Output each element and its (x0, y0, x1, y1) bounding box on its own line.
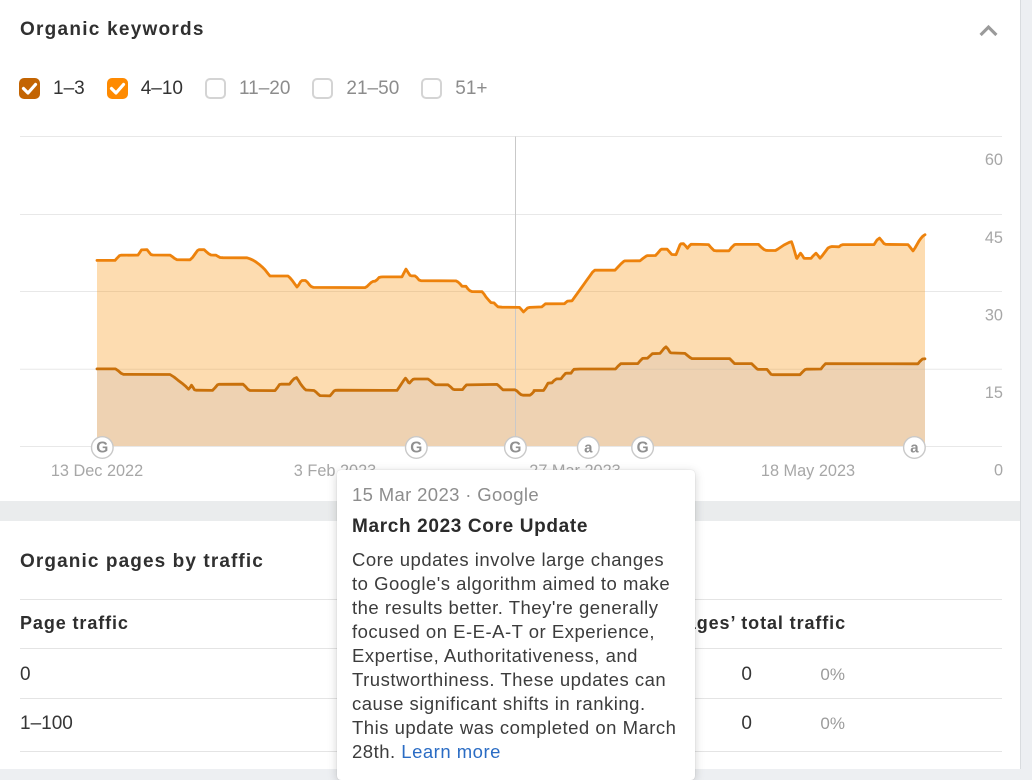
svg-text:18 May 2023: 18 May 2023 (761, 462, 855, 480)
svg-text:0: 0 (994, 461, 1003, 479)
svg-text:60: 60 (985, 151, 1003, 169)
svg-text:G: G (410, 440, 422, 457)
svg-text:a: a (584, 440, 593, 457)
svg-text:15: 15 (985, 384, 1003, 402)
svg-text:45: 45 (985, 229, 1003, 247)
svg-text:G: G (637, 440, 649, 457)
svg-text:13 Dec 2022: 13 Dec 2022 (51, 462, 143, 480)
svg-text:30: 30 (985, 306, 1003, 324)
svg-text:G: G (509, 440, 521, 457)
svg-text:G: G (96, 440, 108, 457)
svg-text:a: a (910, 440, 919, 457)
